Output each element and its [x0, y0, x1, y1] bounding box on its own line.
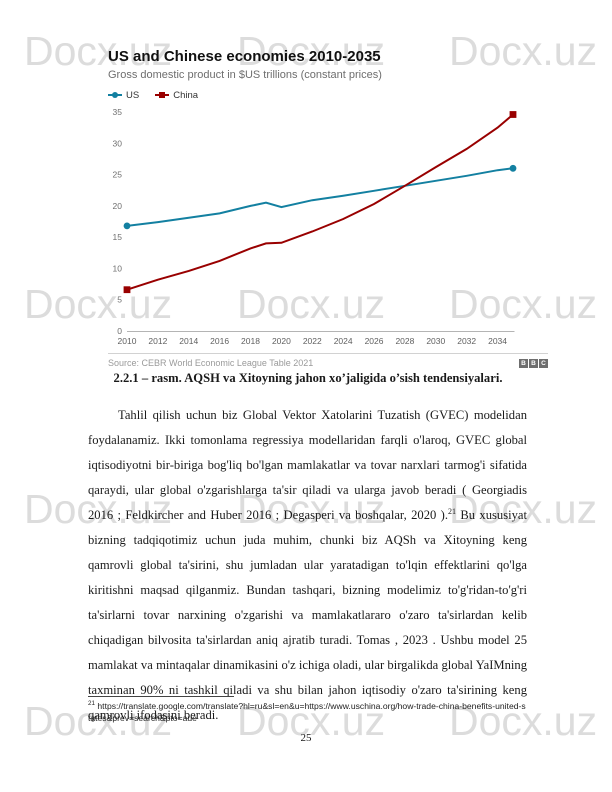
figure-caption: 2.2.1 – rasm. AQSH va Xitoyning jahon xo…: [113, 371, 503, 385]
y-tick-label: 30: [113, 138, 123, 148]
x-tick-label: 2026: [365, 336, 384, 346]
x-tick-label: 2028: [395, 336, 414, 346]
china-legend-marker-icon: [155, 92, 170, 98]
footnote-divider: [88, 696, 234, 697]
x-tick-label: 2018: [241, 336, 260, 346]
legend-item-us: US: [108, 90, 139, 101]
chart-title: US and Chinese economies 2010-2035: [108, 48, 381, 65]
bbc-logo-block: B: [529, 358, 538, 368]
data-point-marker: [509, 111, 517, 118]
data-point-marker: [509, 164, 517, 172]
chart-source: Source: CEBR World Economic League Table…: [108, 358, 314, 368]
y-tick-label: 25: [113, 170, 123, 180]
footnote-reference: 21: [448, 506, 457, 516]
footnote-marker: 21: [88, 700, 96, 708]
x-tick-label: 2030: [426, 336, 445, 346]
data-point-marker: [123, 286, 131, 294]
legend-item-china: China: [155, 90, 198, 101]
bbc-logo-icon: B B C: [519, 358, 548, 368]
y-tick-label: 15: [113, 232, 123, 242]
chart-legend: US China: [108, 89, 548, 101]
y-tick-label: 0: [117, 326, 122, 336]
body-text-part1: Tahlil qilish uchun biz Global Vektor Xa…: [88, 407, 527, 522]
chart-plot: 0 5 10 15 20 25 30 35 2010 2012 2014 2016 2018 2020 20…: [113, 107, 517, 346]
x-tick-label: 2024: [334, 336, 353, 346]
data-point-marker: [123, 222, 131, 230]
legend-label: US: [126, 89, 140, 101]
x-tick-label: 2020: [272, 336, 291, 346]
bbc-logo-block: B: [519, 358, 528, 368]
chart-subtitle: Gross domestic product in $US trillions …: [108, 69, 382, 81]
gdp-chart: US and Chinese economies 2010-2035 Gross…: [108, 48, 548, 368]
series-line-china: [126, 113, 514, 291]
y-tick-label: 5: [117, 295, 122, 305]
x-tick-label: 2034: [488, 336, 507, 346]
x-tick-label: 2012: [148, 336, 167, 346]
source-divider: [108, 353, 548, 354]
y-tick-label: 10: [113, 263, 123, 273]
body-paragraph: Tahlil qilish uchun biz Global Vektor Xa…: [88, 403, 527, 728]
series-line-us: [126, 167, 514, 227]
us-legend-marker-icon: [108, 92, 122, 98]
x-tick-label: 2010: [118, 336, 137, 346]
footnote: 21 https://translate.google.com/translat…: [88, 696, 528, 724]
legend-label: China: [173, 89, 199, 101]
footnote-url: https://translate.google.com/translate?h…: [88, 701, 526, 723]
y-tick-label: 35: [113, 107, 123, 117]
x-tick-label: 2022: [303, 336, 322, 346]
body-text-part2: Bu xususiyat bizning tadqiqotimiz uchun …: [88, 507, 527, 722]
page-number: 25: [300, 732, 312, 744]
x-tick-label: 2014: [179, 336, 198, 346]
bbc-logo-block: C: [539, 358, 548, 368]
y-tick-label: 20: [113, 201, 123, 211]
x-tick-label: 2016: [210, 336, 229, 346]
x-tick-label: 2032: [457, 336, 476, 346]
